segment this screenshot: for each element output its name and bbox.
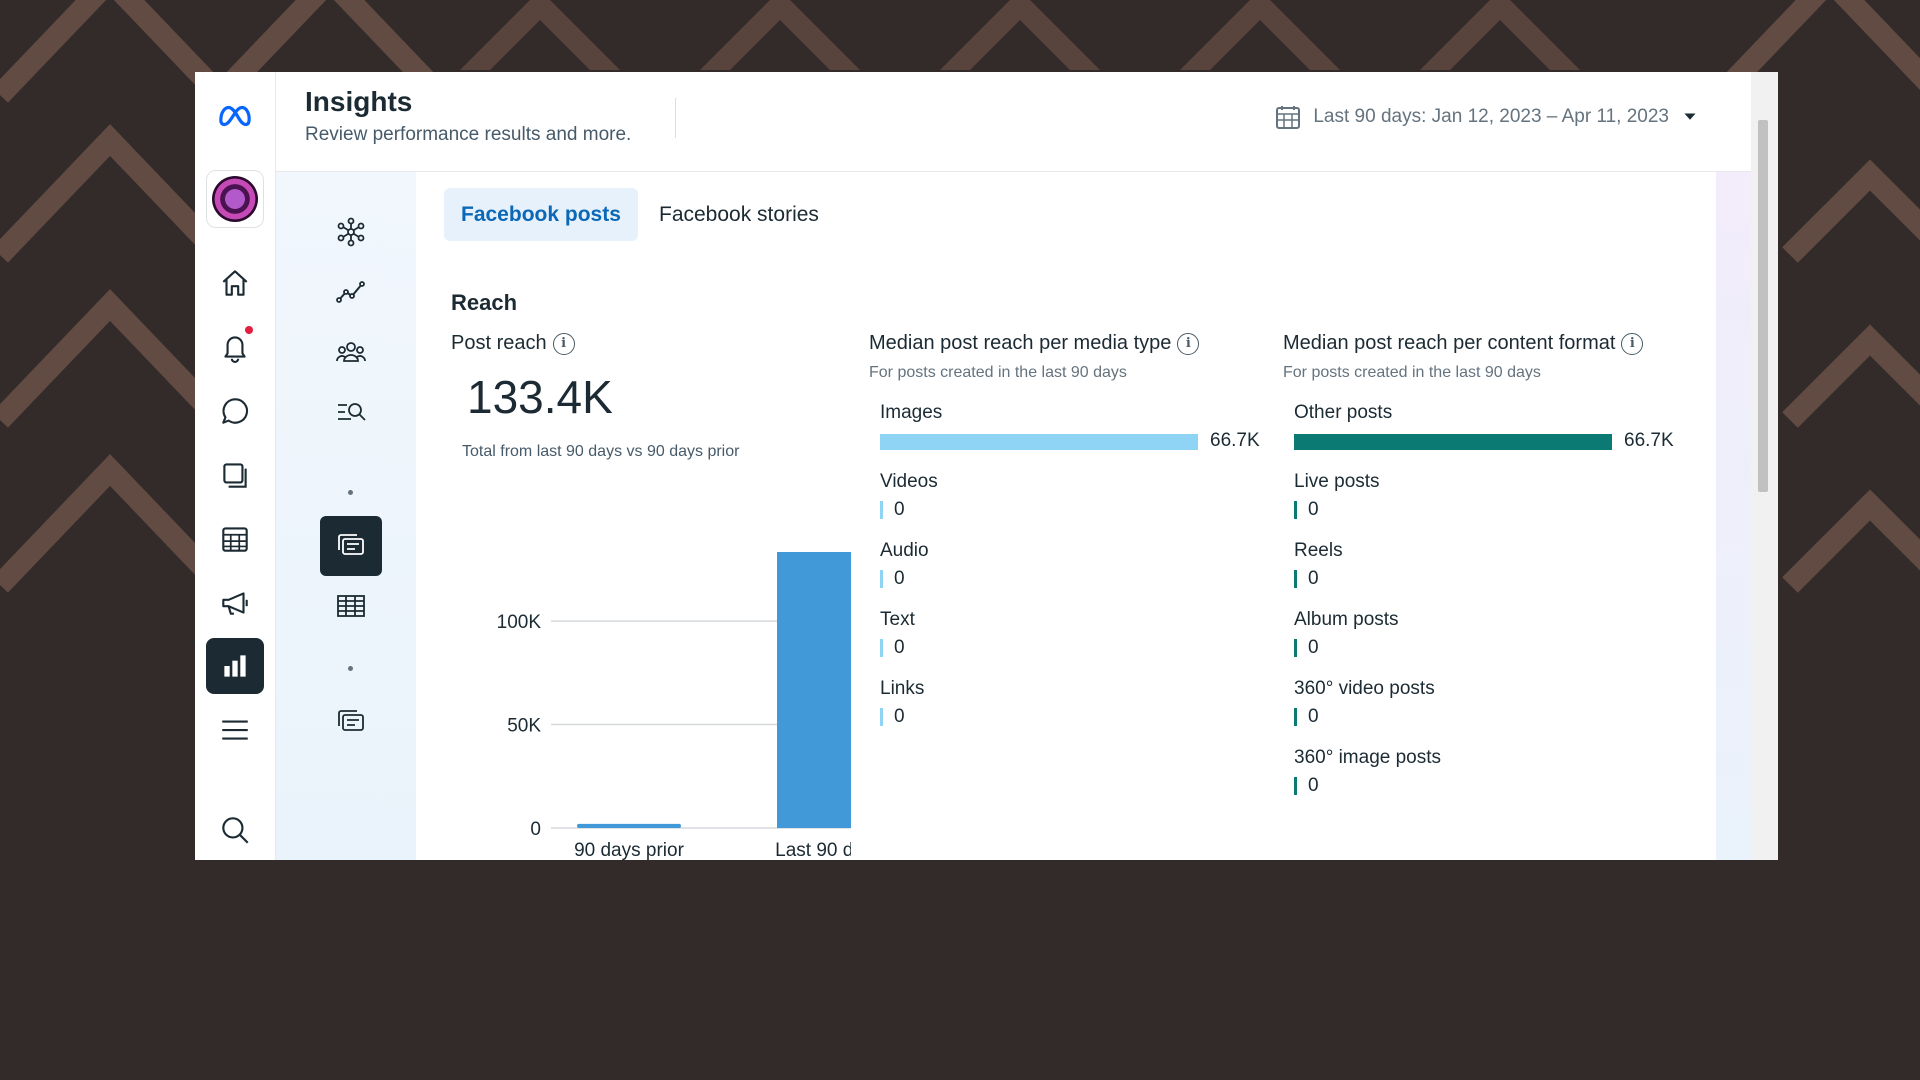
bar-value-label: 0 [894,568,905,589]
bar[interactable] [880,570,883,588]
bar-value-label: 0 [1308,706,1319,727]
bar-value-label: 0 [894,499,905,520]
messages-icon[interactable] [206,383,264,439]
stories-icon[interactable] [320,692,382,752]
main-content: Facebook posts Facebook stories Reach Po… [416,172,1716,860]
bar[interactable] [880,708,883,726]
notifications-icon[interactable] [206,319,264,375]
bar[interactable] [880,639,883,657]
right-gutter [1716,172,1751,860]
audience-icon[interactable] [320,322,382,382]
bar-value-label: 0 [1308,637,1319,658]
avatar [212,176,258,222]
section-heading: Reach [451,290,518,315]
bar[interactable] [1294,708,1297,726]
insights-window: Insights Review performance results and … [195,72,1778,860]
post-reach-caption: Total from last 90 days vs 90 days prior [462,443,740,460]
bar-row-label: 360° image posts [1294,747,1442,768]
nav-separator-dot [348,666,353,671]
content-format-title: Median post reach per content format i [1283,332,1644,355]
bar-row-label: Images [880,402,943,423]
bar[interactable] [880,434,1198,450]
date-range-label: Last 90 days: Jan 12, 2023 – Apr 11, 202… [1313,106,1669,127]
post-reach-title-text: Post reach [451,332,547,354]
post-reach-chart: 0 50K 100K 90 days prior Last 90 days [497,552,851,860]
bar[interactable] [880,501,883,519]
search-icon[interactable] [206,802,264,858]
bar-row-label: Audio [880,540,929,561]
info-icon[interactable]: i [552,332,575,355]
menu-icon[interactable] [206,702,264,758]
page-title: Insights [305,86,413,117]
media-type-subtitle: For posts created in the last 90 days [869,364,1127,381]
info-icon[interactable]: i [1177,332,1200,355]
scrollbar-thumb[interactable] [1758,120,1768,492]
insights-sub-nav [276,172,416,860]
info-icon[interactable]: i [1621,332,1644,355]
calendar-icon [1276,106,1301,129]
x-tick-label: 90 days prior [574,840,685,860]
post-reach-value: 133.4K [467,371,613,423]
bar-value-label: 0 [894,637,905,658]
bar-value-label: 0 [1308,775,1319,796]
y-tick-label: 0 [530,819,541,840]
ads-icon[interactable] [206,575,264,631]
bar-value-label: 66.7K [1624,430,1674,451]
content-icon[interactable] [206,447,264,503]
scrollbar[interactable] [1751,72,1778,860]
content-icon[interactable] [320,516,382,576]
chart-bar[interactable] [577,823,681,828]
global-nav [195,72,276,860]
date-range-selector[interactable]: Last 90 days: Jan 12, 2023 – Apr 11, 202… [1275,104,1699,130]
bar-row-label: Other posts [1294,402,1393,423]
x-tick-label: Last 90 days [775,840,851,860]
results-icon[interactable] [320,262,382,322]
bar-value-label: 66.7K [1210,430,1260,451]
bar-row-label: Reels [1294,540,1343,561]
content-format-subtitle: For posts created in the last 90 days [1283,364,1541,381]
bar-row-label: Live posts [1294,471,1380,492]
bar-value-label: 0 [894,706,905,727]
media-type-title-text: Median post reach per media type [869,332,1172,354]
nav-separator-dot [348,490,353,495]
home-icon[interactable] [206,255,264,311]
page-subtitle: Review performance results and more. [305,124,632,145]
planner-icon[interactable] [206,511,264,567]
y-tick-label: 50K [507,716,541,737]
bar[interactable] [1294,570,1297,588]
bar[interactable] [1294,777,1297,795]
bar[interactable] [1294,639,1297,657]
media-type-title: Median post reach per media type i [869,332,1200,355]
bar-value-label: 0 [1308,568,1319,589]
page-avatar-button[interactable] [206,170,264,228]
content-format-title-text: Median post reach per content format [1283,332,1616,354]
meta-logo-icon[interactable] [206,88,264,144]
page-header: Insights Review performance results and … [276,72,1751,172]
bar-row-label: Links [880,678,925,699]
chart-bar[interactable] [777,552,851,828]
bar[interactable] [1294,434,1612,450]
bar-row-label: 360° video posts [1294,678,1435,699]
y-tick-label: 100K [497,612,542,633]
bar-value-label: 0 [1308,499,1319,520]
overview-icon[interactable] [320,202,382,262]
insights-icon[interactable] [206,638,264,694]
benchmarking-icon[interactable] [320,382,382,442]
notification-badge [245,326,253,334]
tab-facebook-stories[interactable]: Facebook stories [659,202,819,226]
header-divider [675,98,676,138]
post-reach-title: Post reach i [451,332,575,355]
tab-facebook-posts[interactable]: Facebook posts [444,188,638,241]
chevron-down-icon [1684,113,1696,120]
bar-row-label: Album posts [1294,609,1399,630]
bar[interactable] [1294,501,1297,519]
bar-row-label: Videos [880,471,938,492]
content-table-icon[interactable] [320,576,382,636]
bar-row-label: Text [880,609,915,630]
